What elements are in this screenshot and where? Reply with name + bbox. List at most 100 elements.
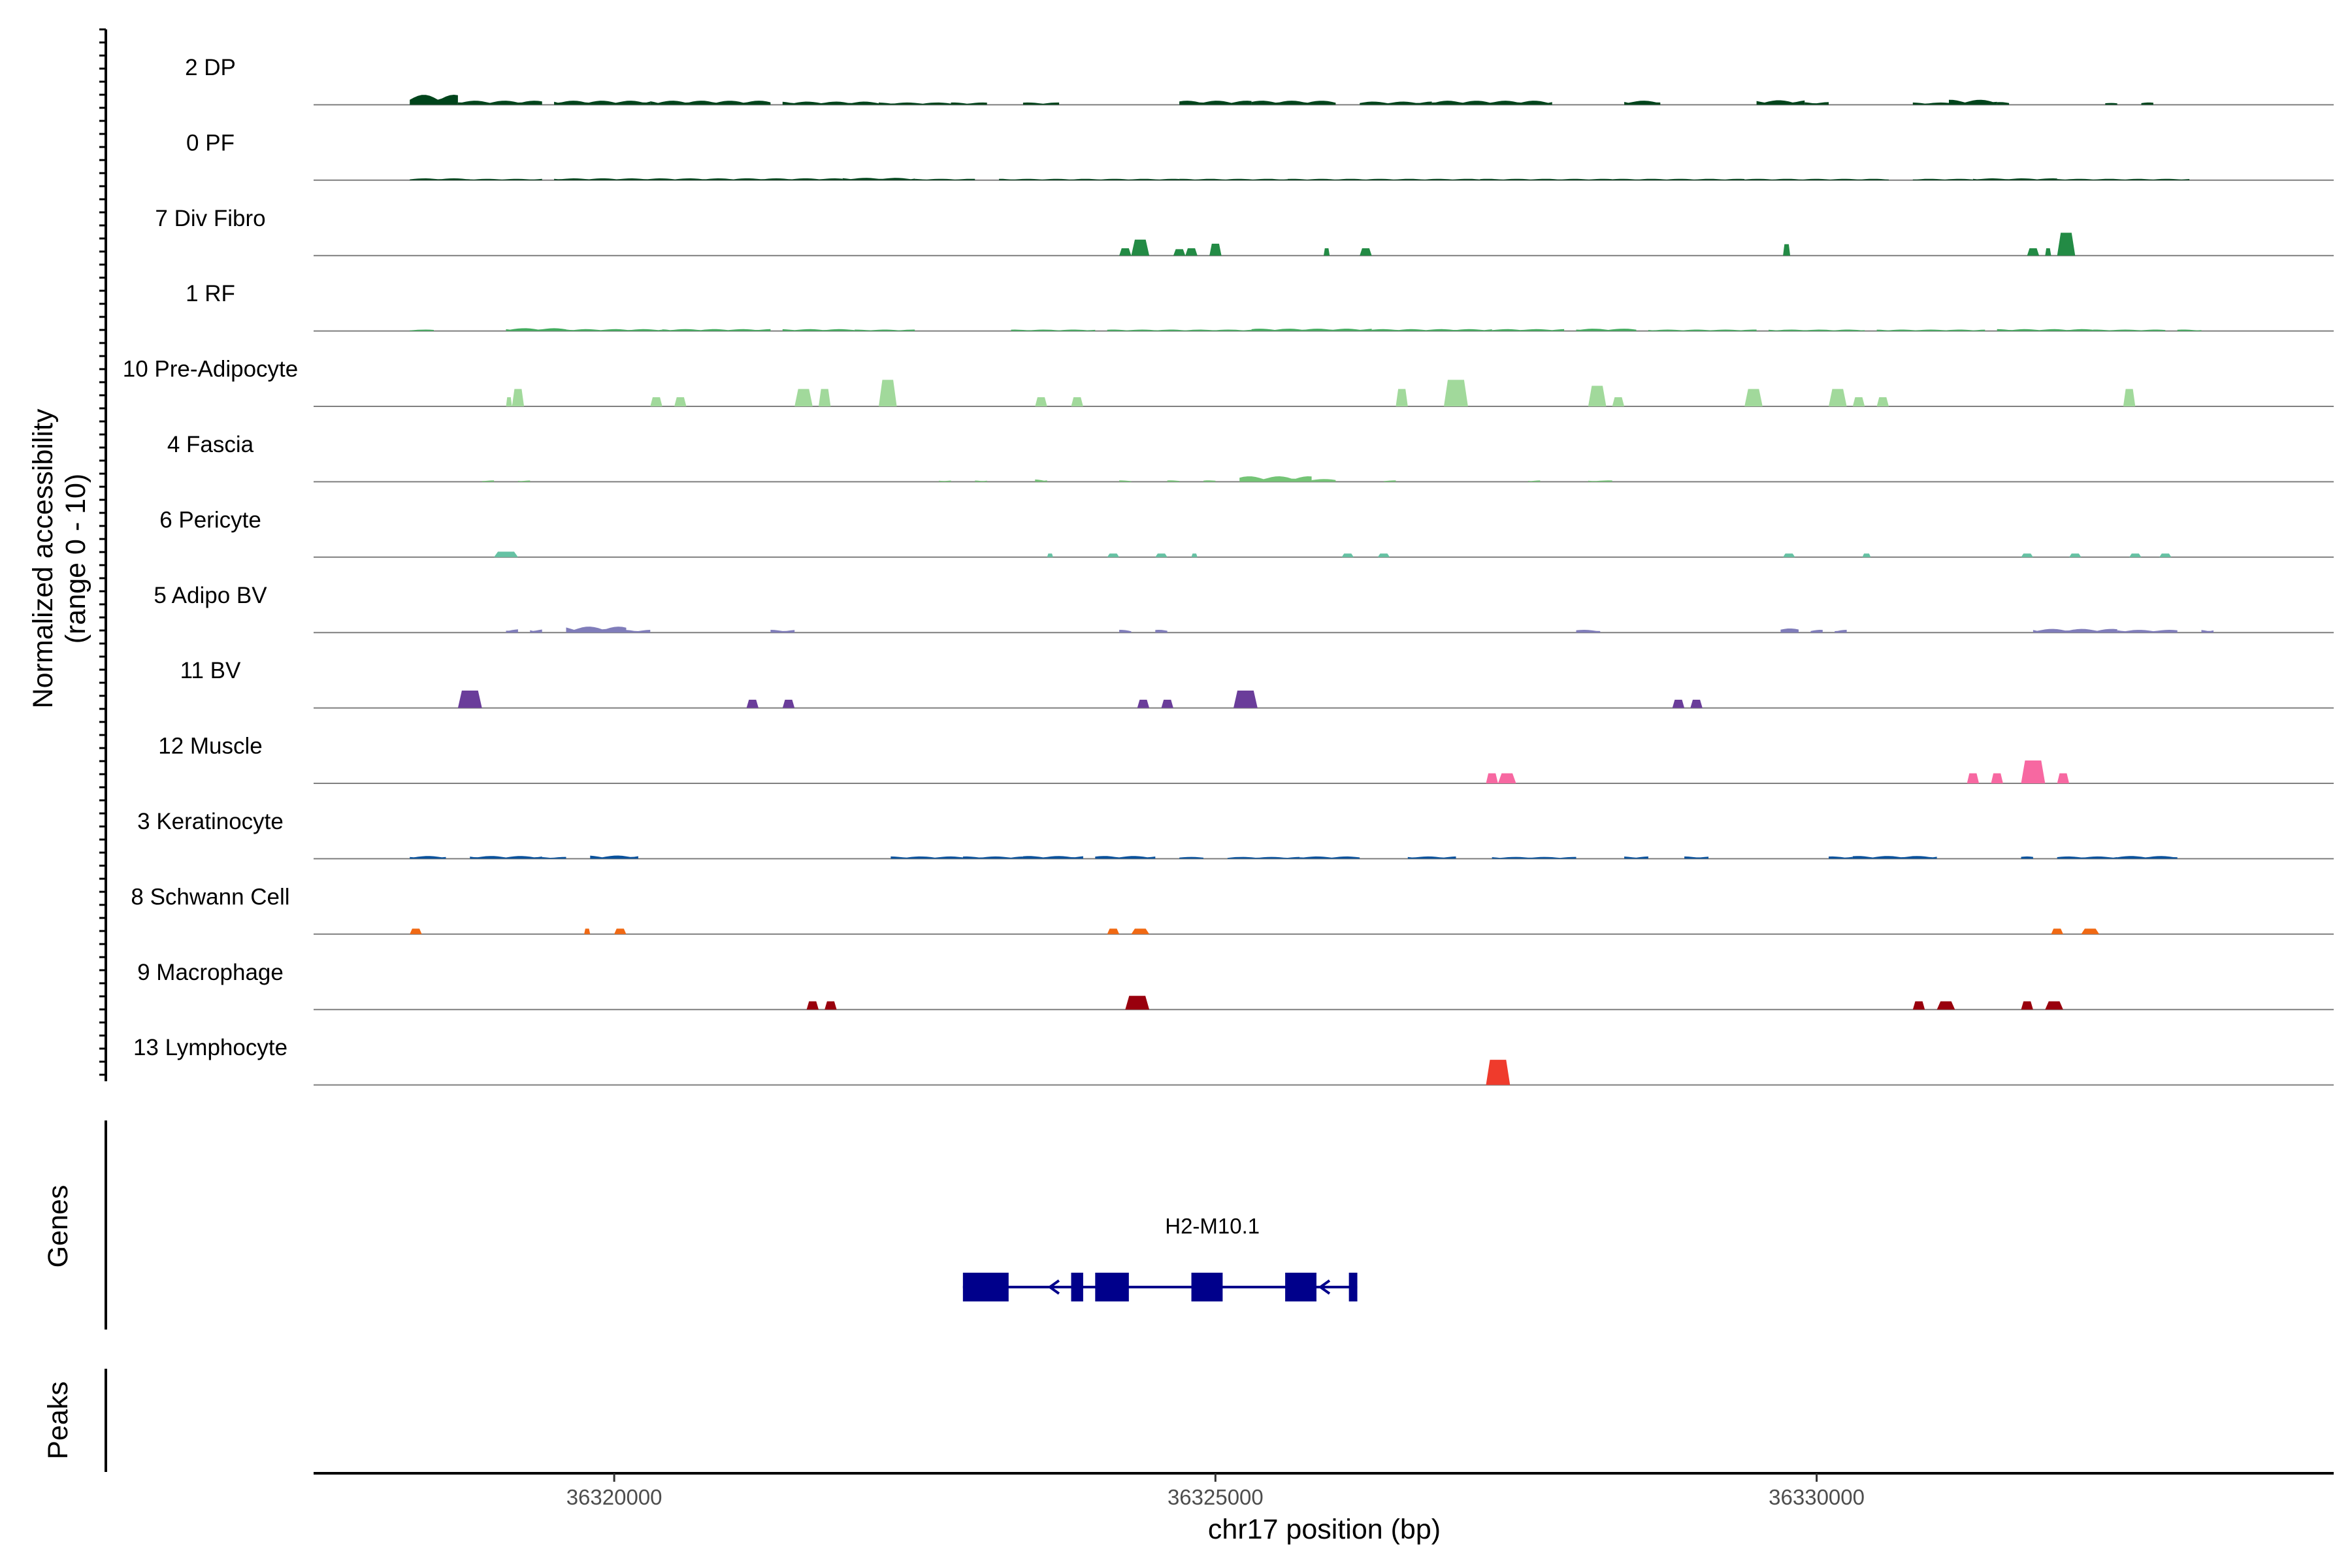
coverage-peak xyxy=(951,102,987,105)
coverage-peak xyxy=(1612,397,1625,406)
coverage-peak xyxy=(1431,101,1552,105)
track-4: 10 Pre-Adipocyte xyxy=(123,357,2334,407)
coverage-peak xyxy=(1239,476,1312,482)
strand-arrow xyxy=(1194,1279,1207,1295)
coverage-peak xyxy=(746,700,759,708)
coverage-peak xyxy=(410,856,446,859)
coverage-peak xyxy=(410,329,434,331)
coverage-peak xyxy=(2129,553,2142,557)
coverage-peak xyxy=(2033,629,2117,633)
coverage-peak xyxy=(1360,248,1372,256)
coverage-peak xyxy=(1155,553,1168,557)
coverage-peak xyxy=(494,551,518,557)
track-label: 8 Schwann Cell xyxy=(131,884,289,909)
coverage-peak xyxy=(470,178,542,180)
coverage-peak xyxy=(1107,553,1120,557)
coverage-peak xyxy=(554,101,651,105)
coverage-peak xyxy=(1161,700,1173,708)
coverage-peak xyxy=(566,329,662,331)
coverage-peak xyxy=(2051,928,2063,934)
coverage-peak xyxy=(650,397,662,406)
coverage-peak xyxy=(1299,856,1360,859)
coverage-peak xyxy=(2141,102,2153,105)
coverage-peak xyxy=(2105,103,2117,105)
coverage-peak xyxy=(1744,178,1889,180)
track-label: 3 Keratinocyte xyxy=(137,809,284,834)
coverage-peak xyxy=(2057,178,2142,180)
coverage-peak xyxy=(1588,480,1612,482)
coverage-peak xyxy=(1022,102,1060,105)
y-axis-title-line1: Normalized accessibility xyxy=(27,408,59,708)
coverage-peak xyxy=(1576,329,1637,331)
coverage-peak xyxy=(410,178,470,180)
coverage-peak xyxy=(1805,102,1829,105)
coverage-peak xyxy=(662,329,771,331)
coverage-peak xyxy=(1480,178,1612,180)
coverage-peak xyxy=(470,856,542,859)
coverage-peak xyxy=(457,101,542,105)
coverage-peak xyxy=(1396,389,1408,406)
coverage-peak xyxy=(1173,249,1186,256)
coverage-peak xyxy=(1486,1060,1511,1085)
coverage-peak xyxy=(1131,239,1150,256)
strand-arrow xyxy=(1047,1279,1060,1295)
coverage-peak xyxy=(1527,480,1541,482)
x-tick-label: 36330000 xyxy=(1769,1485,1865,1509)
coverage-peak xyxy=(1251,101,1336,105)
coverage-peak xyxy=(566,627,627,633)
coverage-peak xyxy=(794,389,813,406)
coverage-peak xyxy=(1949,99,1997,105)
track-label: 6 Pericyte xyxy=(159,507,261,532)
coverage-peak xyxy=(890,856,963,859)
coverage-peak xyxy=(1967,773,1980,783)
peaks-panel-title: Peaks xyxy=(42,1381,74,1460)
coverage-peak xyxy=(1035,397,1047,406)
coverage-peak xyxy=(1912,102,1949,105)
coverage-peak xyxy=(1251,329,1372,331)
coverage-peak xyxy=(1492,857,1576,859)
track-6: 6 Pericyte xyxy=(159,507,2334,558)
coverage-peak xyxy=(1185,248,1198,256)
track-label: 1 RF xyxy=(186,281,235,306)
coverage-peak xyxy=(2081,928,2100,934)
coverage-peak xyxy=(1119,480,1132,482)
coverage-peak xyxy=(1203,480,1216,482)
coverage-peak xyxy=(1227,857,1300,859)
coverage-peak xyxy=(2057,856,2117,859)
coverage-peak xyxy=(1119,248,1132,256)
coverage-peak xyxy=(2057,233,2076,256)
coverage-peak xyxy=(1233,691,1258,708)
x-tick-label: 36325000 xyxy=(1168,1485,1264,1509)
coverage-peak xyxy=(2045,1001,2063,1010)
coverage-peak xyxy=(410,95,458,105)
coverage-peak xyxy=(506,328,566,331)
coverage-peak xyxy=(782,329,855,331)
coverage-peak xyxy=(1997,102,2010,105)
coverage-peak xyxy=(1107,329,1252,331)
coverage-peak xyxy=(782,101,879,105)
coverage-peak xyxy=(1876,329,1985,331)
coverage-peak xyxy=(2021,856,2033,859)
coverage-peak xyxy=(1047,553,1053,557)
coverage-peak xyxy=(457,691,482,708)
track-label: 10 Pre-Adipocyte xyxy=(123,357,298,382)
gene-exon xyxy=(1348,1273,1358,1301)
coverage-peak xyxy=(1179,178,1288,180)
coverage-peak xyxy=(1876,397,1889,406)
coverage-peak xyxy=(1912,1001,1925,1010)
coverage-peak xyxy=(2117,856,2178,859)
coverage-peak xyxy=(825,1001,837,1010)
coverage-peak xyxy=(1648,329,1757,331)
coverage-peak xyxy=(2021,760,2046,783)
coverage-peak xyxy=(1384,480,1396,482)
coverage-peak xyxy=(410,928,422,934)
coverage-peak xyxy=(584,928,591,934)
coverage-peak xyxy=(1486,773,1498,783)
coverage-peak xyxy=(1936,1001,1955,1010)
coverage-peak xyxy=(1684,856,1708,859)
coverage-peak xyxy=(1576,630,1601,633)
coverage-peak xyxy=(1155,630,1168,633)
coverage-peak xyxy=(1991,773,2003,783)
coverage-peak xyxy=(1107,928,1120,934)
